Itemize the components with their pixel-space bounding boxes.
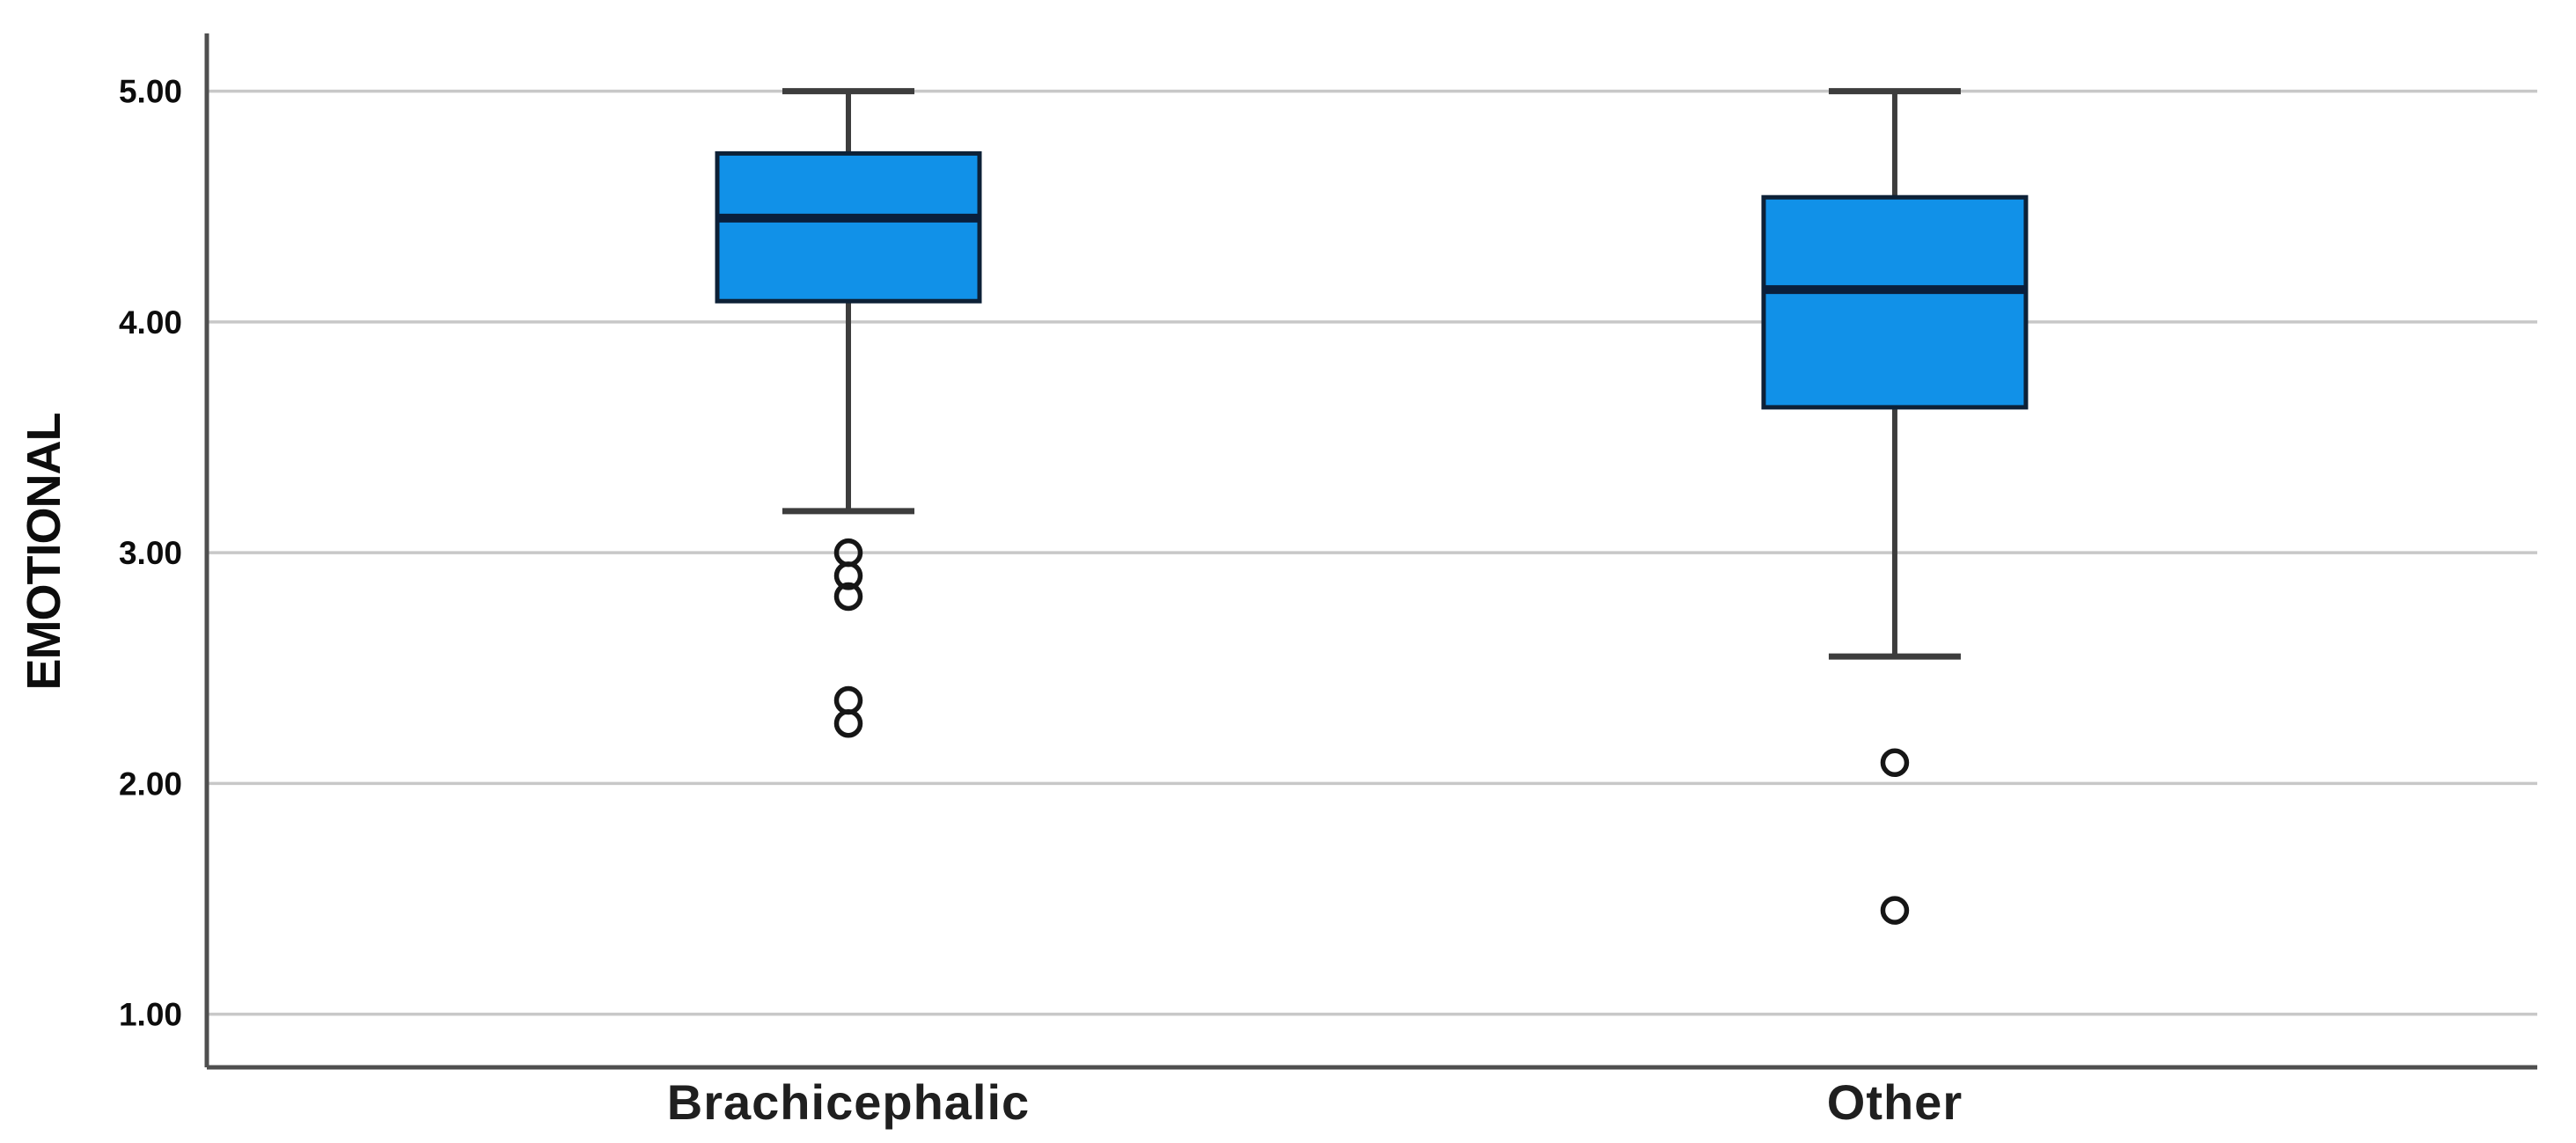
outlier-point (833, 561, 863, 590)
outlier-point (833, 708, 863, 738)
axes-group (204, 33, 2537, 1070)
y-tick-labels-group: 5.00 4.00 3.00 2.00 1.00 (119, 74, 182, 1033)
y-tick-label: 4.00 (119, 304, 182, 341)
boxes-group (715, 88, 2029, 925)
box-group-brachicephalic (715, 88, 982, 738)
outlier-point (833, 685, 863, 715)
y-tick-label: 3.00 (119, 535, 182, 571)
x-category-label-other: Other (1827, 1074, 1963, 1130)
box-group-other (1761, 88, 2029, 925)
iqr-box-brachicephalic (715, 150, 982, 304)
iqr-box-other (1761, 194, 2029, 410)
x-category-label-brachicephalic: Brachicephalic (667, 1074, 1030, 1130)
y-tick-label: 2.00 (119, 766, 182, 802)
x-category-labels-group: Brachicephalic Other (667, 1074, 1963, 1130)
y-axis-title: EMOTIONAL (18, 414, 70, 691)
y-tick-label: 1.00 (119, 997, 182, 1033)
y-tick-label: 5.00 (119, 74, 182, 110)
outlier-point (1880, 748, 1910, 778)
gridlines-group (207, 89, 2537, 1016)
outlier-point (833, 582, 863, 612)
outlier-point (1880, 896, 1910, 925)
